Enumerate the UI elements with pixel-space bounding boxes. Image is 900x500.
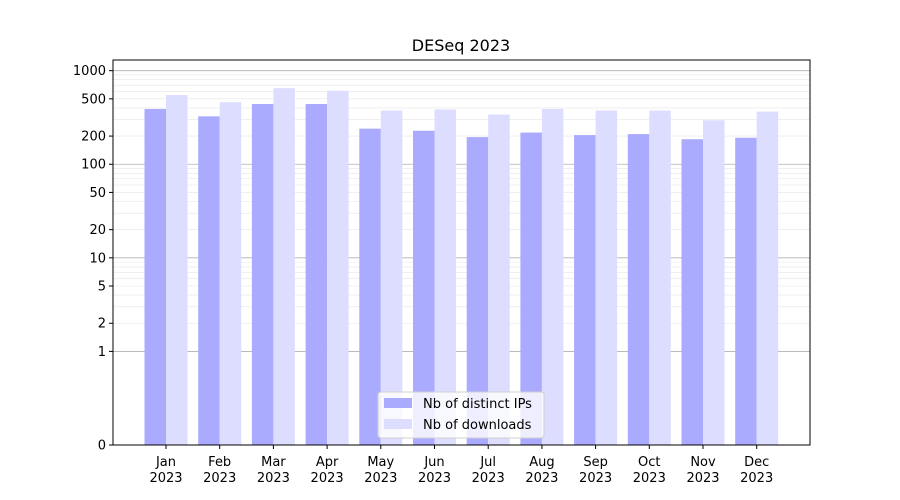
bar-distinct-ips [466, 137, 489, 445]
bar-distinct-ips [735, 137, 757, 445]
y-tick-label: 1000 [73, 64, 106, 79]
x-tick-label: Oct 2023 [633, 455, 666, 486]
bar-distinct-ips [198, 116, 220, 445]
bar-downloads [166, 94, 188, 445]
x-tick-label: Dec 2023 [740, 455, 773, 486]
bar-downloads [649, 110, 671, 446]
y-tick-label: 2 [98, 317, 106, 332]
y-tick-label: 5 [98, 280, 106, 295]
legend-swatch [384, 398, 412, 408]
bar-distinct-ips [359, 128, 381, 445]
bar-distinct-ips [251, 104, 274, 445]
x-tick-label: Jan 2023 [149, 455, 182, 486]
bar-downloads [434, 109, 456, 445]
legend: Nb of distinct IPs Nb of downloads [377, 391, 545, 439]
legend-box [377, 391, 545, 439]
x-tick-label: Apr 2023 [311, 455, 344, 486]
y-tick-label: 0 [98, 439, 106, 454]
x-tick-label: May 2023 [364, 455, 397, 486]
bars [144, 88, 779, 446]
y-tick-label: 100 [81, 158, 106, 173]
x-tick-label: Jun 2023 [418, 455, 451, 486]
bar-distinct-ips [520, 132, 542, 445]
y-tick-label: 10 [89, 251, 106, 266]
legend-label: Nb of distinct IPs [423, 397, 532, 412]
x-axis-ticks: Jan 2023 Feb 2023 Mar 2023 Apr 2023 May 2023 Jun 20… [149, 445, 773, 486]
x-tick-label: Jul 2023 [472, 455, 505, 486]
bar-downloads [219, 102, 242, 446]
bar-downloads [541, 108, 564, 446]
bar-downloads [327, 90, 349, 446]
bar-downloads [380, 110, 403, 446]
x-tick-label: Aug 2023 [525, 455, 558, 486]
bar-downloads [756, 111, 779, 445]
bar-distinct-ips [413, 130, 435, 445]
chart-title: DESeq 2023 [412, 36, 510, 55]
bar-distinct-ips [305, 104, 328, 445]
bar-distinct-ips [574, 135, 596, 445]
legend-swatch [384, 419, 412, 429]
bar-distinct-ips [627, 134, 650, 446]
y-tick-label: 500 [81, 92, 106, 107]
bar-downloads [703, 120, 725, 445]
bar-downloads [273, 88, 295, 446]
x-tick-label: Feb 2023 [203, 455, 236, 486]
bar-distinct-ips [681, 139, 703, 445]
bar-downloads [595, 110, 618, 446]
x-tick-label: Nov 2023 [686, 455, 719, 486]
x-tick-label: Mar 2023 [257, 455, 290, 486]
bar-downloads [488, 114, 510, 445]
x-tick-label: Sep 2023 [579, 455, 612, 486]
legend-label: Nb of downloads [423, 418, 532, 433]
y-tick-label: 1 [98, 345, 106, 360]
y-tick-label: 50 [89, 186, 106, 201]
y-axis-ticks: 0 1 2 5 10 20 50 100 200 500 1000 [73, 64, 113, 454]
y-tick-label: 200 [81, 130, 106, 145]
plot-frame [112, 59, 811, 446]
bar-distinct-ips [144, 108, 166, 446]
y-tick-label: 20 [89, 223, 106, 238]
